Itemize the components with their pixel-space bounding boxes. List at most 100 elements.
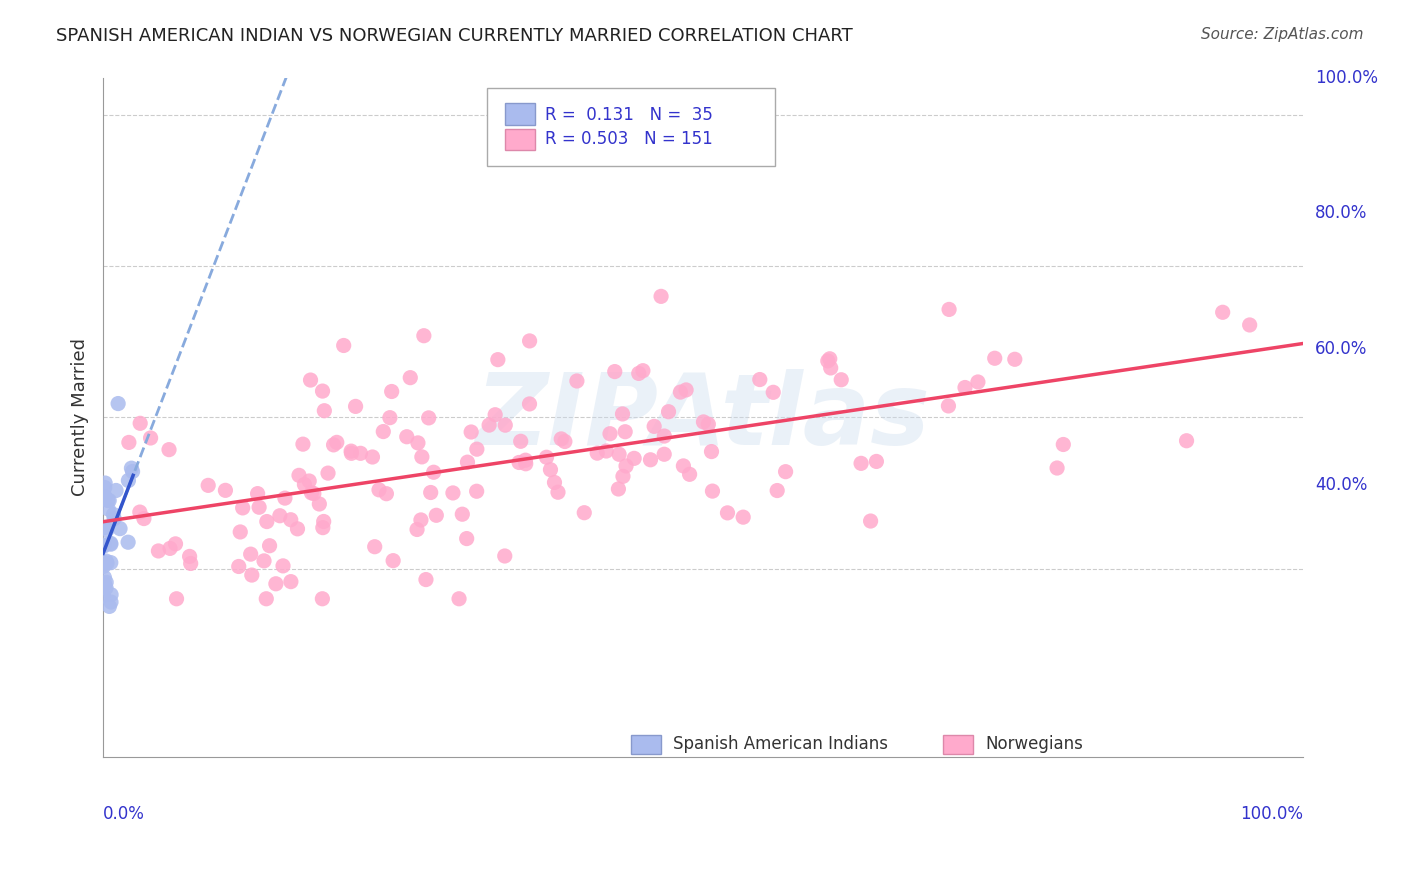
Point — [381, 384, 404, 399]
Point — [91, 589, 114, 603]
Point — [395, 430, 418, 444]
Point — [967, 375, 990, 389]
Point — [565, 374, 588, 388]
Point — [274, 491, 297, 505]
Point — [340, 444, 363, 458]
Point — [373, 425, 395, 439]
Point — [378, 410, 401, 425]
Point — [938, 399, 960, 413]
Point — [214, 483, 236, 498]
Point — [623, 451, 645, 466]
Point — [441, 486, 464, 500]
FancyBboxPatch shape — [505, 103, 536, 125]
Point — [105, 483, 128, 498]
Point — [1052, 437, 1074, 451]
Point — [93, 576, 115, 591]
Text: 0.0%: 0.0% — [103, 805, 145, 823]
Point — [422, 465, 444, 479]
Text: 100.0%: 100.0% — [1240, 805, 1303, 823]
Point — [117, 474, 139, 488]
Point — [93, 539, 115, 553]
Point — [311, 591, 333, 606]
Point — [669, 385, 692, 400]
Point — [100, 536, 122, 550]
Point — [117, 535, 139, 549]
Point — [607, 447, 630, 461]
Point — [94, 491, 117, 505]
Point — [406, 523, 429, 537]
Point — [766, 483, 789, 498]
Point — [643, 419, 665, 434]
Point — [179, 549, 201, 564]
Point — [817, 354, 839, 368]
Point — [672, 458, 695, 473]
Point — [311, 384, 333, 398]
Point — [94, 520, 117, 534]
Text: Norwegians: Norwegians — [986, 736, 1083, 754]
Point — [121, 465, 143, 479]
Text: 100.0%: 100.0% — [1315, 69, 1378, 87]
Point — [246, 486, 269, 500]
Point — [94, 490, 117, 504]
Point — [316, 466, 339, 480]
Point — [103, 508, 125, 522]
Point — [298, 474, 321, 488]
Point — [692, 415, 714, 429]
Point — [540, 463, 562, 477]
Point — [107, 396, 129, 410]
Point — [98, 493, 121, 508]
Point — [132, 511, 155, 525]
Point — [103, 511, 125, 525]
Point — [953, 380, 976, 394]
Point — [418, 410, 440, 425]
Point — [364, 540, 387, 554]
Point — [100, 556, 122, 570]
Point — [700, 444, 723, 458]
Point — [239, 547, 262, 561]
Point — [733, 510, 755, 524]
Text: SPANISH AMERICAN INDIAN VS NORWEGIAN CURRENTLY MARRIED CORRELATION CHART: SPANISH AMERICAN INDIAN VS NORWEGIAN CUR… — [56, 27, 853, 45]
Point — [157, 442, 180, 457]
Point — [451, 507, 474, 521]
Point — [675, 383, 697, 397]
Point — [100, 588, 122, 602]
Point — [657, 405, 679, 419]
Point — [100, 595, 122, 609]
Text: R = 0.503   N = 151: R = 0.503 N = 151 — [544, 130, 713, 148]
Point — [229, 524, 252, 539]
Point — [550, 432, 572, 446]
FancyBboxPatch shape — [505, 128, 536, 150]
Point — [650, 289, 672, 303]
Point — [465, 484, 488, 499]
Point — [652, 447, 675, 461]
Point — [93, 559, 115, 574]
Point — [299, 373, 322, 387]
Point — [165, 537, 187, 551]
Point — [640, 452, 662, 467]
Point — [368, 483, 391, 497]
Point — [308, 497, 330, 511]
Point — [818, 351, 841, 366]
Point — [603, 365, 626, 379]
Point — [1046, 461, 1069, 475]
Point — [93, 481, 115, 495]
Point — [494, 549, 516, 563]
Point — [159, 541, 181, 556]
Point — [716, 506, 738, 520]
Point — [232, 500, 254, 515]
Point — [332, 338, 354, 352]
Point — [94, 476, 117, 491]
FancyBboxPatch shape — [486, 87, 775, 166]
Point — [97, 493, 120, 508]
Point — [254, 591, 277, 606]
Point — [547, 485, 569, 500]
Point — [519, 334, 541, 348]
Point — [515, 453, 537, 467]
Point — [129, 417, 152, 431]
Point — [253, 554, 276, 568]
Point — [280, 574, 302, 589]
Point — [240, 568, 263, 582]
Point — [983, 351, 1005, 366]
Point — [100, 537, 122, 551]
Point — [139, 431, 162, 445]
